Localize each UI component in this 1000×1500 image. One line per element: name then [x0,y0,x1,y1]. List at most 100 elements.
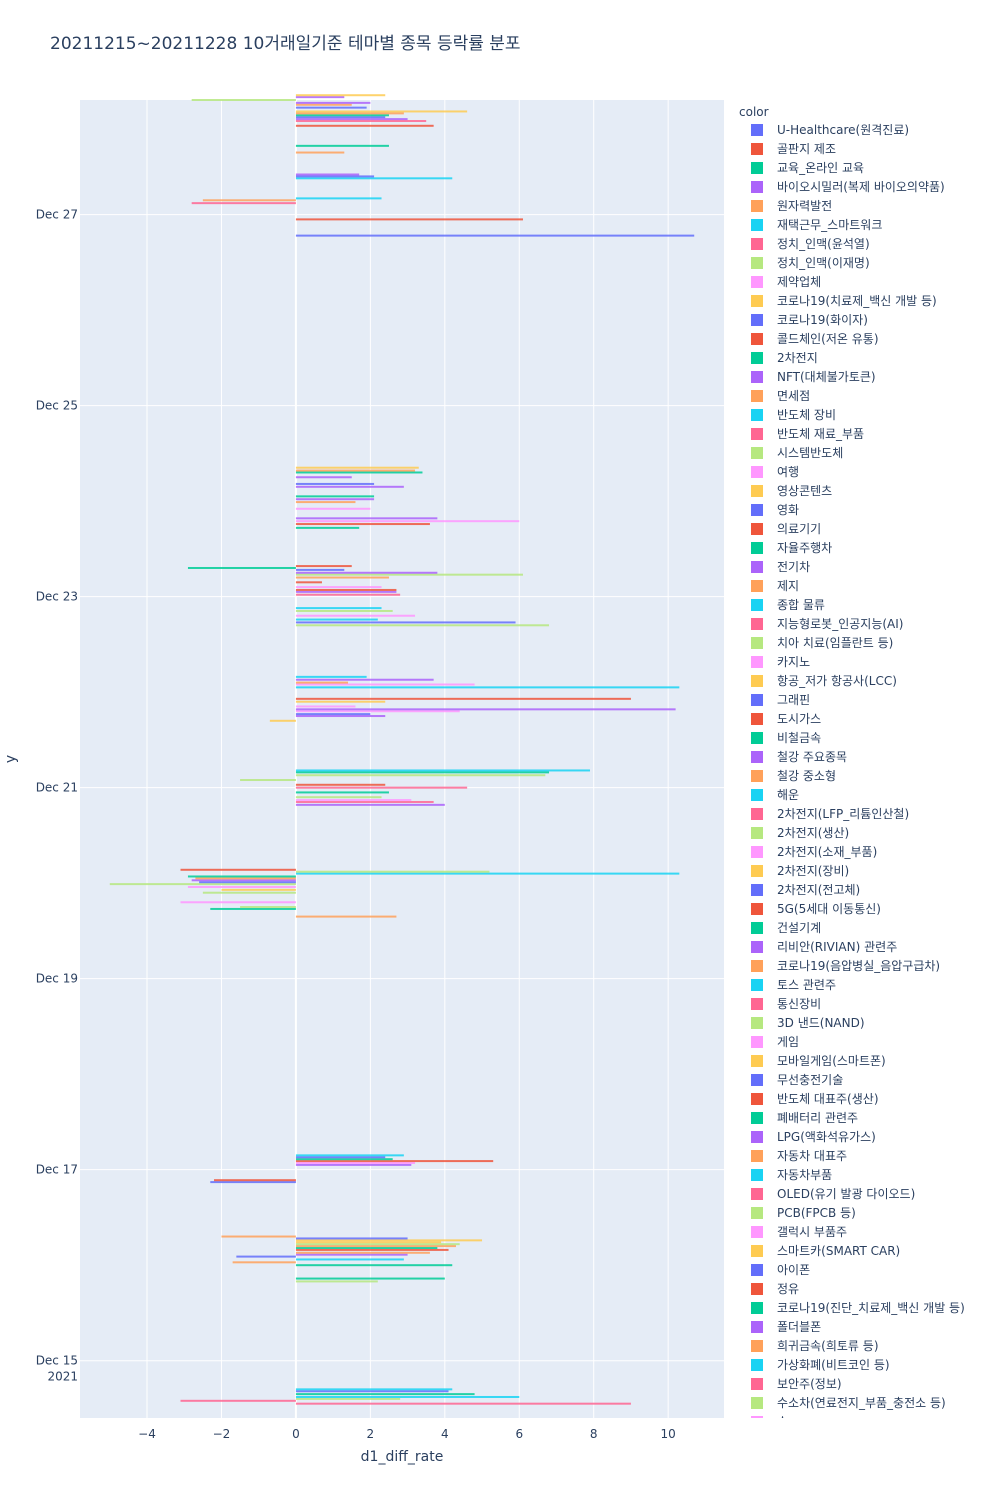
bar[interactable] [240,906,296,909]
bar[interactable] [295,715,386,718]
legend-swatch[interactable] [751,1036,763,1048]
bar[interactable] [295,681,349,684]
legend-item-label[interactable]: 폴더블폰 [777,1320,821,1334]
bar[interactable] [295,495,375,498]
bar[interactable] [295,1388,453,1391]
bar[interactable] [295,1161,416,1164]
legend-item-label[interactable]: 도시가스 [777,712,821,726]
bar[interactable] [210,907,296,910]
legend-swatch[interactable] [751,1359,763,1371]
legend-item-label[interactable]: 아이폰 [777,1263,810,1277]
bar[interactable] [295,1258,404,1261]
bar[interactable] [295,568,345,571]
legend-item-label[interactable]: 여행 [777,464,799,479]
bar[interactable] [180,901,296,904]
legend-item-label[interactable]: 무선충전기술 [777,1073,843,1087]
legend-item-label[interactable]: LPG(액화석유가스) [777,1130,876,1144]
bar[interactable] [295,683,475,686]
bar[interactable] [295,1246,438,1249]
legend-swatch[interactable] [751,1074,763,1086]
legend-swatch[interactable] [751,1283,763,1295]
legend-item-label[interactable]: 스마트카(SMART CAR) [777,1244,900,1258]
legend-item-label[interactable]: 자동차부품 [777,1168,832,1182]
bar[interactable] [295,94,386,97]
legend-item-label[interactable]: 폐배터리 관련주 [777,1111,858,1125]
bar[interactable] [295,114,389,117]
legend-item-label[interactable]: 리비안(RIVIAN) 관련주 [777,940,897,954]
bar[interactable] [295,697,631,700]
bar[interactable] [295,686,680,689]
legend-swatch[interactable] [751,903,763,915]
bar[interactable] [295,1248,449,1251]
bar[interactable] [295,1395,520,1398]
legend-item-label[interactable]: 2차전지 [777,351,818,365]
legend-item-label[interactable]: 자동차 대표주 [777,1149,847,1163]
legend-item-label[interactable]: 의료기기 [777,522,821,536]
bar[interactable] [295,234,695,237]
legend-item-label[interactable]: 재택근무_스마트워크 [777,218,882,232]
legend-item-label[interactable]: 그래핀 [777,693,810,707]
bar[interactable] [295,1158,393,1161]
legend-swatch[interactable] [751,694,763,706]
bar[interactable] [295,586,382,589]
legend-item-label[interactable]: 희귀금속(희토류 등) [777,1339,879,1353]
legend-item-label[interactable]: 코로나19(화이자) [777,313,868,327]
legend-item-label[interactable]: 제약업체 [777,274,821,289]
legend-swatch[interactable] [751,1093,763,1105]
bar[interactable] [295,621,516,624]
bar[interactable] [109,883,296,886]
legend-swatch[interactable] [751,960,763,972]
plot-area[interactable] [80,100,724,1418]
bar[interactable] [295,800,434,803]
bar[interactable] [295,1397,401,1400]
bar[interactable] [191,99,296,101]
bar[interactable] [295,565,352,568]
bar[interactable] [202,199,296,202]
legend-item-label[interactable]: 토스 관련주 [777,978,836,992]
legend-item-label[interactable]: 2차전지(전고체) [777,883,860,897]
bar[interactable] [295,120,427,123]
legend-swatch[interactable] [751,1131,763,1143]
legend-item-label[interactable]: 건설기계 [777,921,821,935]
bar[interactable] [295,218,523,221]
legend-item-label[interactable]: U-Healthcare(원격진료) [777,123,909,137]
bar[interactable] [295,588,397,591]
bar[interactable] [295,175,375,178]
legend-swatch[interactable] [751,827,763,839]
legend-item-label[interactable]: 카지노 [777,655,810,669]
legend-swatch[interactable] [751,1169,763,1181]
bar[interactable] [221,1235,296,1238]
legend-swatch[interactable] [751,390,763,402]
bar[interactable] [295,678,434,681]
bar[interactable] [295,116,386,119]
bar[interactable] [295,614,416,617]
legend-swatch[interactable] [751,485,763,497]
legend-swatch[interactable] [751,466,763,478]
bar[interactable] [295,173,360,176]
legend-item-label[interactable]: 항공_저가 항공사(LCC) [777,674,897,688]
bar[interactable] [202,891,296,894]
bar[interactable] [295,523,430,526]
bar[interactable] [295,1264,453,1267]
bar[interactable] [295,624,550,627]
bar[interactable] [232,1261,296,1264]
legend-item-label[interactable]: 영상콘텐츠 [777,484,832,498]
bar[interactable] [199,881,296,884]
legend-swatch[interactable] [751,238,763,250]
bar[interactable] [180,1399,296,1402]
legend-swatch[interactable] [751,732,763,744]
legend-item-label[interactable]: 정유 [777,1282,799,1296]
legend-item-label[interactable]: 통신장비 [777,997,821,1011]
legend-swatch[interactable] [751,922,763,934]
bar[interactable] [295,675,367,678]
bar[interactable] [295,1241,442,1244]
bar[interactable] [295,1402,631,1405]
bar[interactable] [295,1237,408,1240]
legend-item-label[interactable]: 종합 물류 [777,598,825,612]
bar[interactable] [295,1245,456,1248]
bar[interactable] [191,202,296,205]
legend-item-label[interactable]: 코로나19(치료제_백신 개발 등) [777,294,937,308]
legend-item-label[interactable]: 3D 낸드(NAND) [777,1016,865,1030]
bar[interactable] [295,872,680,875]
